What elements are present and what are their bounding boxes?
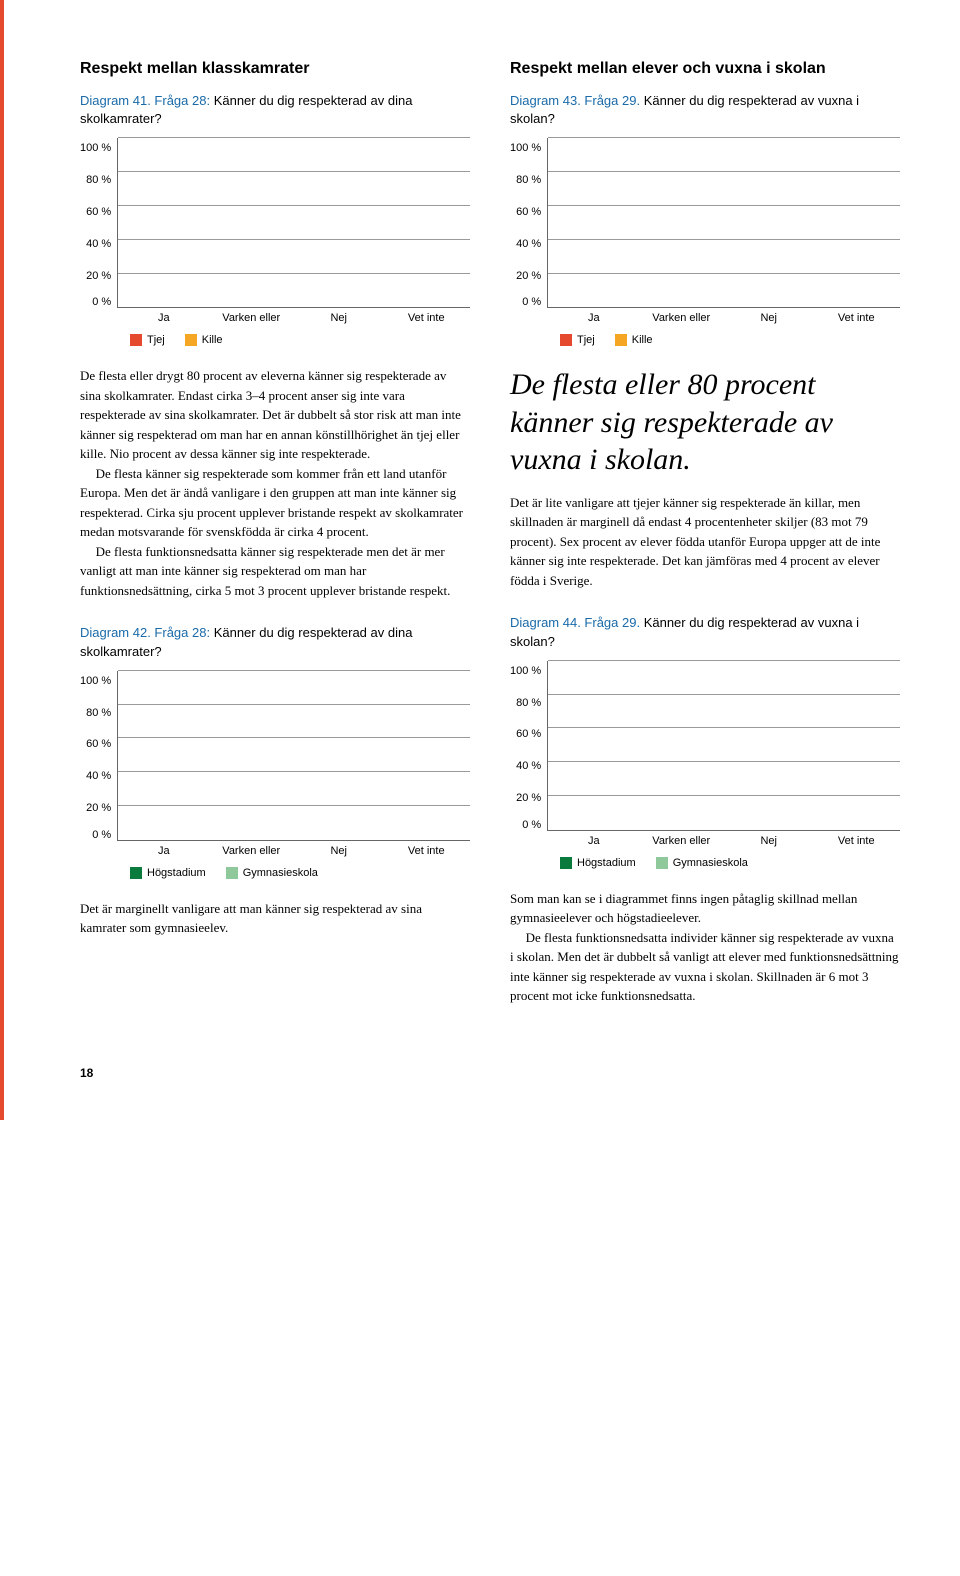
x-tick-label: Vet inte: [813, 312, 901, 324]
y-tick-label: 0 %: [510, 820, 541, 831]
y-tick-label: 60 %: [510, 729, 541, 740]
x-tick-label: Varken eller: [638, 835, 726, 847]
x-tick-label: Varken eller: [208, 312, 296, 324]
left-body-1: De flesta eller drygt 80 procent av elev…: [80, 366, 470, 600]
x-tick-label: Nej: [725, 312, 813, 324]
x-tick-label: Nej: [295, 845, 383, 857]
section-heading-left: Respekt mellan klasskamrater: [80, 60, 470, 78]
chart42: 100 % 80 % 60 % 40 % 20 % 0 % JaVarken ellerNe…: [80, 671, 470, 879]
y-tick-label: 100 %: [80, 676, 111, 687]
legend-swatch: [130, 334, 142, 346]
page-number: 18: [80, 1066, 900, 1080]
x-tick-label: Vet inte: [383, 312, 471, 324]
y-tick-label: 40 %: [510, 239, 541, 250]
x-tick-label: Ja: [120, 312, 208, 324]
x-tick-label: Vet inte: [813, 835, 901, 847]
legend-item: Högstadium: [560, 857, 636, 869]
chart41: 100 % 80 % 60 % 40 % 20 % 0 % JaVarken ellerNe…: [80, 138, 470, 346]
y-tick-label: 20 %: [510, 271, 541, 282]
right-body-2: Som man kan se i diagrammet finns ingen …: [510, 889, 900, 1006]
legend: Tjej Kille: [560, 334, 900, 346]
legend: Högstadium Gymnasieskola: [130, 867, 470, 879]
y-tick-label: 60 %: [510, 207, 541, 218]
chart44: 100 % 80 % 60 % 40 % 20 % 0 % JaVarken ellerNe…: [510, 661, 900, 869]
x-tick-label: Varken eller: [638, 312, 726, 324]
y-tick-label: 100 %: [510, 143, 541, 154]
y-tick-label: 80 %: [80, 175, 111, 186]
chart43: 100 % 80 % 60 % 40 % 20 % 0 % JaVarken ellerNe…: [510, 138, 900, 346]
y-tick-label: 20 %: [80, 803, 111, 814]
y-tick-label: 60 %: [80, 739, 111, 750]
x-tick-label: Ja: [120, 845, 208, 857]
legend-item: Tjej: [130, 334, 165, 346]
x-tick-label: Vet inte: [383, 845, 471, 857]
x-tick-label: Nej: [725, 835, 813, 847]
x-tick-label: Ja: [550, 835, 638, 847]
y-tick-label: 60 %: [80, 207, 111, 218]
y-tick-label: 100 %: [80, 143, 111, 154]
legend-item: Gymnasieskola: [656, 857, 748, 869]
chart41-title: Diagram 41. Fråga 28: Känner du dig resp…: [80, 92, 470, 128]
legend-swatch: [615, 334, 627, 346]
y-tick-label: 40 %: [80, 239, 111, 250]
legend-swatch: [130, 867, 142, 879]
y-tick-label: 0 %: [510, 297, 541, 308]
chart44-title: Diagram 44. Fråga 29. Känner du dig resp…: [510, 614, 900, 650]
section-heading-right: Respekt mellan elever och vuxna i skolan: [510, 60, 900, 78]
y-tick-label: 80 %: [80, 708, 111, 719]
x-tick-label: Nej: [295, 312, 383, 324]
legend-item: Tjej: [560, 334, 595, 346]
y-tick-label: 0 %: [80, 297, 111, 308]
legend-item: Kille: [615, 334, 653, 346]
y-tick-label: 40 %: [80, 771, 111, 782]
legend-item: Gymnasieskola: [226, 867, 318, 879]
y-tick-label: 40 %: [510, 761, 541, 772]
y-tick-label: 20 %: [510, 793, 541, 804]
chart43-title: Diagram 43. Fråga 29. Känner du dig resp…: [510, 92, 900, 128]
y-tick-label: 20 %: [80, 271, 111, 282]
legend-swatch: [560, 334, 572, 346]
legend: Högstadium Gymnasieskola: [560, 857, 900, 869]
legend-swatch: [656, 857, 668, 869]
legend-item: Högstadium: [130, 867, 206, 879]
left-body-2: Det är marginellt vanligare att man känn…: [80, 899, 470, 938]
legend-swatch: [560, 857, 572, 869]
x-tick-label: Varken eller: [208, 845, 296, 857]
y-tick-label: 0 %: [80, 830, 111, 841]
legend: Tjej Kille: [130, 334, 470, 346]
x-tick-label: Ja: [550, 312, 638, 324]
y-tick-label: 80 %: [510, 175, 541, 186]
legend-item: Kille: [185, 334, 223, 346]
chart42-title: Diagram 42. Fråga 28: Känner du dig resp…: [80, 624, 470, 660]
legend-swatch: [185, 334, 197, 346]
y-tick-label: 80 %: [510, 698, 541, 709]
legend-swatch: [226, 867, 238, 879]
right-body-1: Det är lite vanligare att tjejer känner …: [510, 493, 900, 591]
pullquote: De flesta eller 80 procent känner sig re…: [510, 366, 900, 479]
y-tick-label: 100 %: [510, 666, 541, 677]
